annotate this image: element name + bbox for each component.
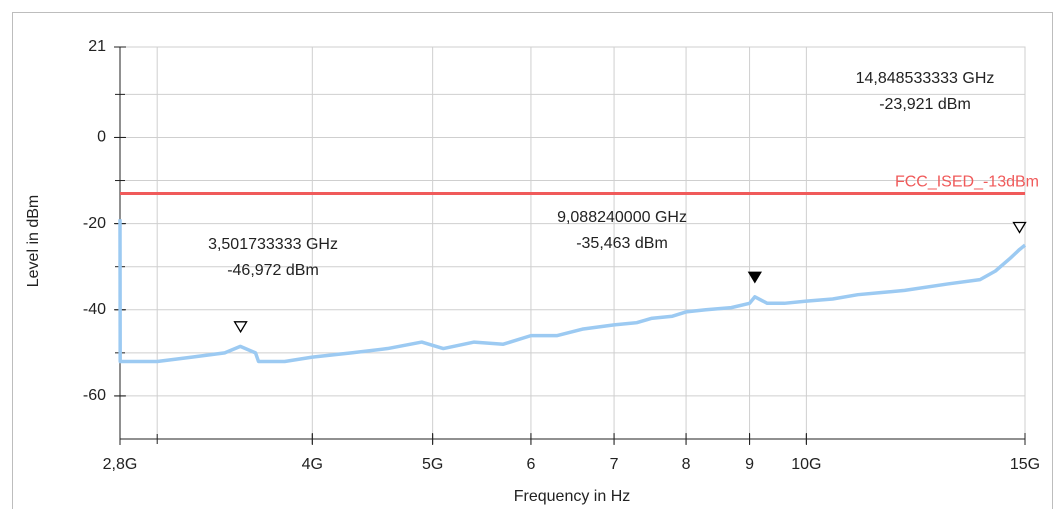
outer-frame (12, 12, 1053, 514)
x-axis-label: Frequency in Hz (514, 488, 631, 505)
marker-level: -46,972 dBm (227, 262, 319, 279)
x-tick-label: 7 (610, 456, 619, 473)
x-tick-label: 15G (1010, 456, 1040, 473)
x-tick-label: 5G (422, 456, 443, 473)
limit-label: FCC_ISED_-13dBm (895, 174, 1039, 191)
y-axis-label: Level in dBm (25, 195, 42, 288)
x-tick-label: 8 (682, 456, 691, 473)
marker-frequency: 14,848533333 GHz (856, 70, 995, 87)
marker (1012, 221, 1027, 234)
y-tick-label: 21 (88, 38, 106, 55)
marker (233, 321, 248, 334)
trace (118, 219, 1027, 364)
y-tick-label: -40 (83, 301, 106, 318)
marker-frequency: 3,501733333 GHz (208, 236, 338, 253)
y-tick-label: -60 (83, 387, 106, 404)
marker (747, 271, 762, 284)
marker-frequency: 9,088240000 GHz (557, 209, 687, 226)
x-tick-label: 10G (791, 456, 821, 473)
x-tick-label: 6 (526, 456, 535, 473)
marker-level: -23,921 dBm (879, 96, 971, 113)
marker-level: -35,463 dBm (576, 235, 668, 252)
x-tick-label: 2,8G (103, 456, 138, 473)
x-tick-label: 4G (302, 456, 323, 473)
y-tick-label: -20 (83, 215, 106, 232)
y-tick-label: 0 (97, 129, 106, 146)
x-tick-label: 9 (745, 456, 754, 473)
